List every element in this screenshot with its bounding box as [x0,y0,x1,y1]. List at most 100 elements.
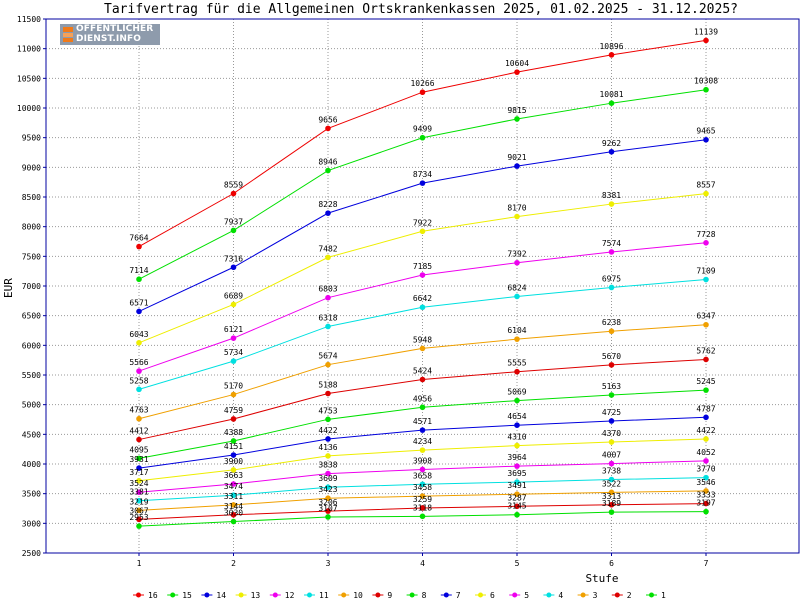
legend-label: 10 [353,591,363,600]
data-label: 5555 [507,359,526,368]
data-label: 4725 [602,408,621,417]
data-point [703,414,709,421]
legend-swatch-marker [204,592,210,598]
data-label: 6824 [507,283,526,292]
data-label: 3838 [318,461,337,470]
data-label: 3219 [129,497,148,506]
data-label: 11139 [694,27,718,36]
data-label: 3067 [129,506,148,515]
data-label: 5163 [602,382,621,391]
data-label: 6043 [129,330,148,339]
y-tick-label: 5000 [22,401,41,410]
legend-label: 12 [285,591,295,600]
data-label: 10081 [599,90,623,99]
data-label: 5734 [224,348,243,357]
data-label: 8557 [696,181,715,190]
data-point [514,116,520,122]
data-point [325,210,331,216]
data-label: 3333 [696,491,715,500]
data-label: 4956 [413,394,432,403]
data-label: 3189 [602,499,621,508]
data-point [608,328,615,335]
data-label: 6571 [129,298,148,307]
data-point [230,502,237,508]
legend-item-6: 6 [475,591,495,600]
data-label: 4052 [696,448,715,457]
data-point [514,293,520,300]
data-label: 3658 [413,471,432,480]
data-point [703,240,709,246]
data-point [325,416,331,423]
legend-item-14: 14 [201,591,226,600]
legend-label: 1 [661,591,666,600]
data-point [136,386,142,393]
data-label: 7937 [224,217,243,226]
x-tick-label: 4 [420,559,425,568]
legend-swatch-marker [170,592,176,598]
data-point [703,387,709,393]
legend-label: 16 [148,591,158,600]
series-11: 5258 5734 6318 6642 6824 6975 7109 [129,267,716,393]
data-label: 3524 [129,479,148,488]
data-label: 3609 [318,474,337,483]
y-tick-label: 11500 [17,15,41,24]
data-point [419,466,426,473]
data-point [608,201,615,207]
data-label: 3900 [224,457,243,466]
data-point [230,467,237,473]
data-label: 5424 [413,367,432,376]
data-point [136,455,142,462]
data-label: 7185 [413,262,432,271]
data-point [136,465,142,471]
legend-item-3: 3 [577,591,598,600]
data-point [703,190,709,197]
data-point [514,368,520,375]
data-label: 4787 [696,404,715,413]
legend-swatch-marker [546,592,552,598]
y-tick-label: 6000 [22,341,41,350]
series-3: 3219 3311 3423 3458 3491 3522 3546 [129,478,716,514]
data-point [325,470,331,477]
legend-label: 11 [319,591,329,600]
data-point [703,488,709,494]
x-tick-label: 6 [609,559,614,568]
data-point [325,495,331,502]
legend-item-11: 11 [304,591,329,600]
data-point [136,415,142,422]
data-label: 10308 [694,77,718,86]
legend-label: 13 [251,591,261,600]
data-point [608,509,615,515]
legend-swatch-marker [580,592,586,598]
x-tick-label: 1 [137,559,142,568]
data-point [608,460,615,467]
series-4: 3381 3474 3609 3658 3695 3738 3770 [129,465,716,504]
legend-label: 6 [490,591,495,600]
legend-label: 5 [524,591,529,600]
y-tick-label: 9000 [22,163,41,172]
data-point [514,69,520,75]
data-point [136,368,142,374]
data-point [703,474,709,481]
data-label: 7574 [602,239,621,248]
data-point [136,308,142,315]
data-label: 7728 [696,230,715,239]
data-point [325,390,331,397]
legend-item-8: 8 [406,591,427,600]
data-point [230,416,237,422]
data-label: 3663 [224,471,243,480]
data-label: 10604 [505,59,529,68]
legend-label: 7 [456,591,461,600]
logo-text: ÖFFENTLICHER DIENST.INFO [76,24,153,44]
data-point [608,489,615,496]
data-point [608,501,615,508]
legend-swatch-marker [512,592,518,598]
legend-item-4: 4 [543,591,563,600]
data-point [136,339,142,346]
data-point [325,294,331,301]
x-tick-label: 5 [515,559,520,568]
data-label: 5948 [413,335,432,344]
data-label: 4388 [224,428,243,437]
data-point [419,427,426,433]
data-point [608,249,615,255]
legend-swatch-marker [375,592,381,598]
